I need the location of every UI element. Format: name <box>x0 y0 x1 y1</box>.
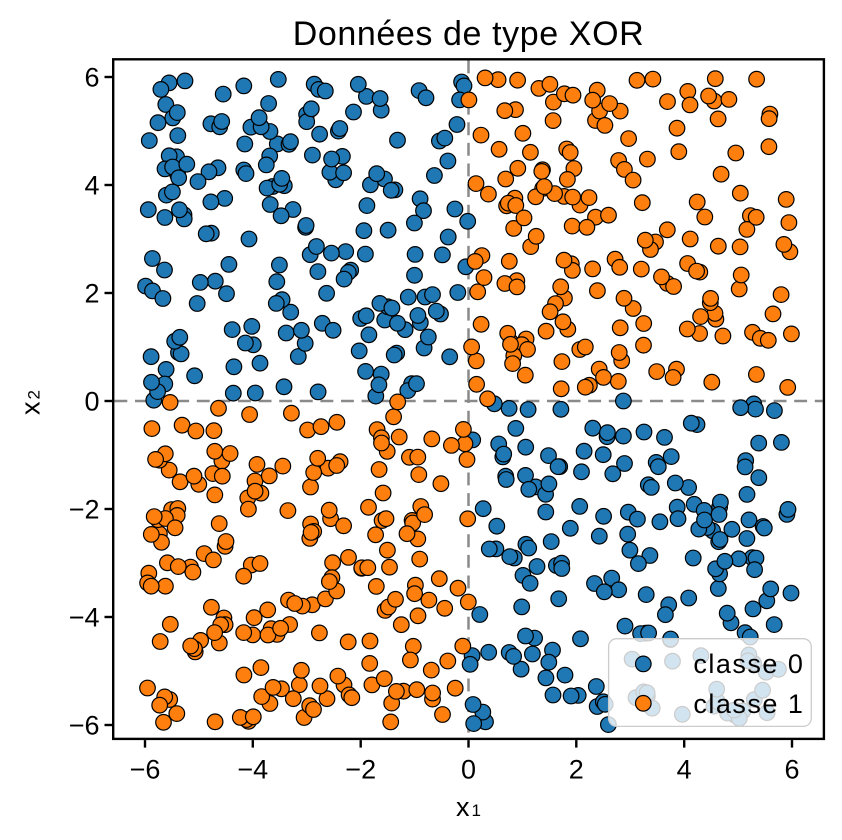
svg-text:4: 4 <box>677 755 692 785</box>
svg-text:6: 6 <box>784 755 799 785</box>
svg-text:−6: −6 <box>130 755 161 785</box>
svg-text:−4: −4 <box>237 755 268 785</box>
svg-text:−2: −2 <box>69 495 100 525</box>
svg-text:classe 1: classe 1 <box>693 689 804 719</box>
svg-text:4: 4 <box>84 171 99 201</box>
svg-text:x: x <box>456 792 470 822</box>
svg-text:Données de type XOR: Données de type XOR <box>293 15 645 53</box>
svg-text:2: 2 <box>569 755 584 785</box>
svg-text:−6: −6 <box>69 711 100 741</box>
svg-text:x: x <box>16 401 46 415</box>
svg-text:2: 2 <box>84 279 99 309</box>
svg-text:6: 6 <box>84 63 99 93</box>
svg-text:classe 0: classe 0 <box>693 649 804 679</box>
svg-text:2: 2 <box>25 390 44 399</box>
svg-text:−4: −4 <box>69 603 100 633</box>
svg-text:−2: −2 <box>345 755 376 785</box>
svg-text:0: 0 <box>461 755 476 785</box>
svg-text:0: 0 <box>84 387 99 417</box>
svg-text:1: 1 <box>472 801 481 820</box>
